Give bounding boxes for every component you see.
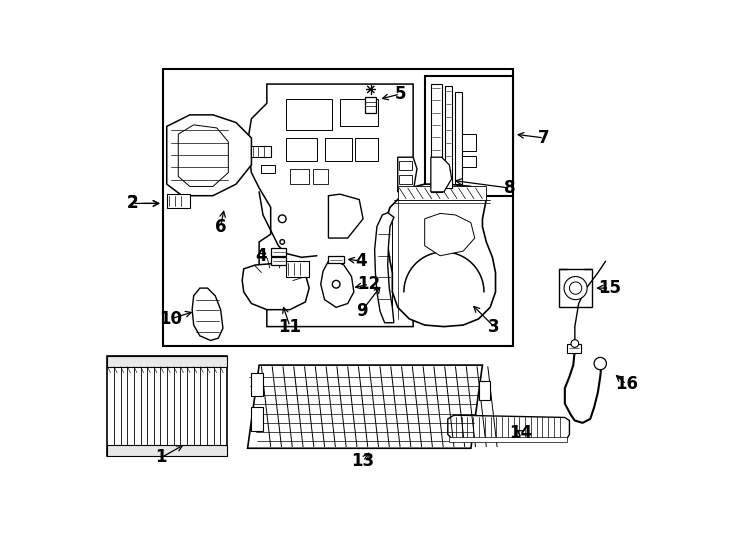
Bar <box>107 445 227 456</box>
Text: 3: 3 <box>488 318 500 335</box>
Bar <box>286 261 309 276</box>
Text: 10: 10 <box>159 310 182 328</box>
Circle shape <box>280 240 285 244</box>
Bar <box>479 381 490 400</box>
Bar <box>324 138 352 161</box>
Bar <box>366 97 376 112</box>
Bar <box>355 138 379 161</box>
Polygon shape <box>431 157 451 192</box>
Polygon shape <box>321 261 354 307</box>
Bar <box>340 99 379 126</box>
Bar <box>328 256 344 264</box>
Bar <box>271 257 286 265</box>
Text: 9: 9 <box>356 302 367 320</box>
Polygon shape <box>178 125 228 186</box>
Bar <box>290 168 309 184</box>
Bar <box>567 343 581 353</box>
Bar <box>107 356 227 367</box>
Bar <box>445 86 452 188</box>
Bar <box>286 138 317 161</box>
Text: 6: 6 <box>215 218 226 235</box>
Bar <box>559 269 592 307</box>
Bar <box>167 194 190 208</box>
Text: 5: 5 <box>394 85 406 103</box>
Bar <box>425 76 513 195</box>
Bar <box>431 84 442 192</box>
Circle shape <box>571 340 578 347</box>
Polygon shape <box>398 157 417 192</box>
Bar <box>261 165 275 173</box>
Bar <box>449 437 567 442</box>
Text: 4: 4 <box>255 247 267 265</box>
Bar <box>252 408 263 430</box>
Text: 12: 12 <box>357 275 381 293</box>
Bar <box>462 156 476 167</box>
Text: 15: 15 <box>598 279 621 297</box>
Circle shape <box>333 280 340 288</box>
Circle shape <box>564 276 587 300</box>
Text: 2: 2 <box>126 194 138 212</box>
Bar <box>163 69 513 346</box>
Bar <box>107 356 227 456</box>
Circle shape <box>594 357 606 370</box>
Bar <box>398 186 487 200</box>
Polygon shape <box>247 84 413 327</box>
Text: 1: 1 <box>156 449 167 467</box>
Text: 7: 7 <box>538 129 550 147</box>
Polygon shape <box>425 213 475 256</box>
Bar <box>456 92 462 184</box>
Polygon shape <box>448 415 570 441</box>
Bar <box>313 168 328 184</box>
Polygon shape <box>386 184 495 327</box>
Bar <box>252 146 271 157</box>
Text: 14: 14 <box>509 424 532 442</box>
Circle shape <box>570 282 582 294</box>
Bar <box>462 134 476 151</box>
Polygon shape <box>247 365 482 448</box>
Text: 4: 4 <box>356 252 367 270</box>
Polygon shape <box>374 213 394 323</box>
Bar <box>399 161 413 170</box>
Polygon shape <box>242 264 309 309</box>
Bar <box>271 248 286 256</box>
Text: 11: 11 <box>278 318 302 335</box>
Polygon shape <box>328 194 363 238</box>
Polygon shape <box>167 115 252 195</box>
Text: 2: 2 <box>126 194 138 212</box>
Bar <box>252 373 263 396</box>
Text: 8: 8 <box>504 179 515 197</box>
Polygon shape <box>192 288 223 340</box>
Text: 16: 16 <box>615 375 638 393</box>
Circle shape <box>278 215 286 222</box>
Bar <box>399 175 413 184</box>
Text: 13: 13 <box>352 453 374 470</box>
Bar <box>286 99 333 130</box>
